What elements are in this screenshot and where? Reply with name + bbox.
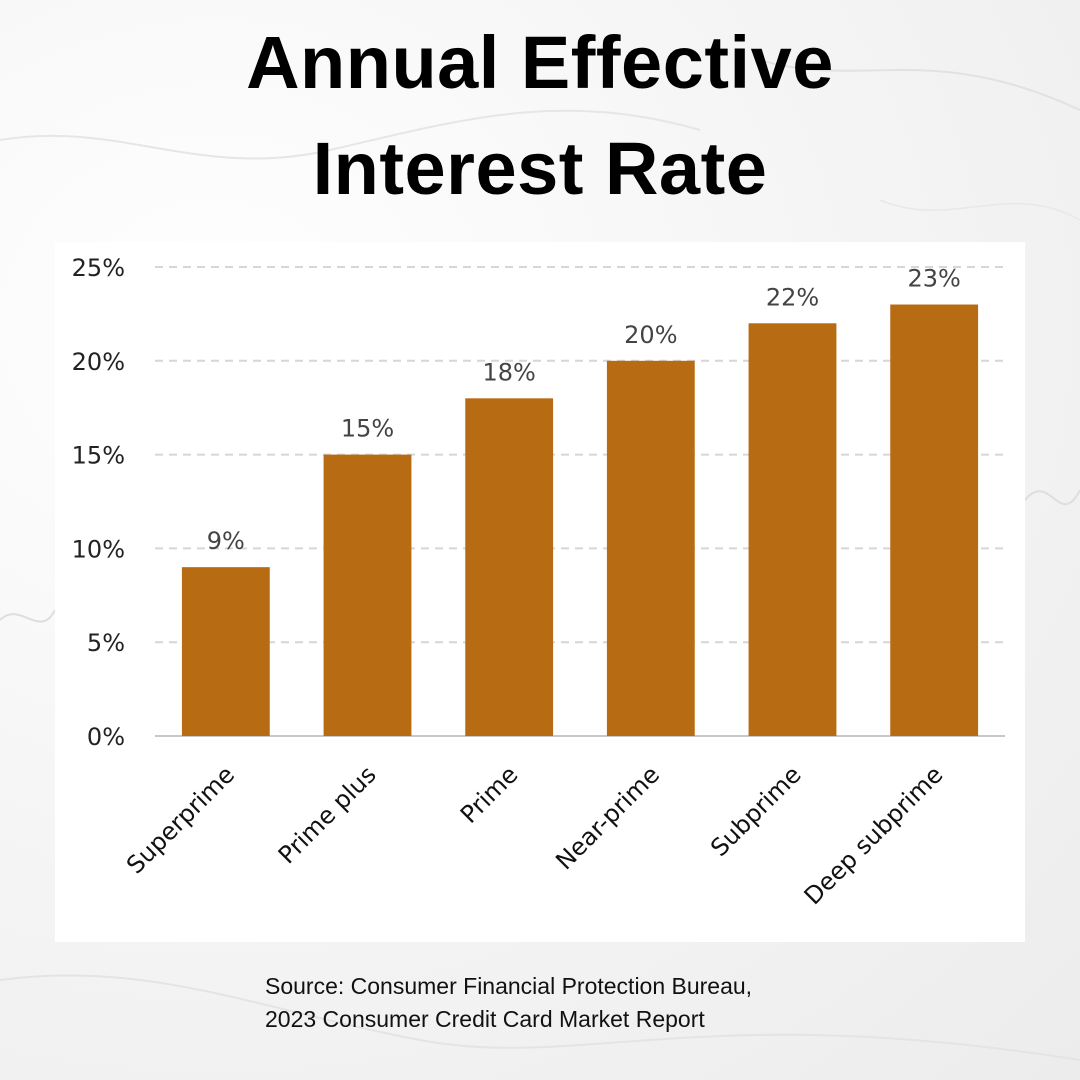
y-tick-label: 15% bbox=[72, 442, 125, 470]
bar bbox=[748, 323, 837, 736]
title-line-2: Interest Rate bbox=[312, 127, 768, 210]
bar bbox=[323, 454, 412, 736]
category-label: Subprime bbox=[705, 760, 807, 862]
y-tick-label: 20% bbox=[72, 348, 125, 376]
chart-panel: 0% 5% 10% 15% 20% 25% 9% Superprime 15% Prime plu… bbox=[55, 242, 1025, 942]
source-line-1: Source: Consumer Financial Protection Bu… bbox=[265, 973, 753, 999]
bar bbox=[181, 567, 270, 736]
category-label: Prime bbox=[455, 760, 523, 828]
y-tick-label: 25% bbox=[72, 254, 125, 282]
data-label: 20% bbox=[624, 321, 677, 349]
data-label: 9% bbox=[207, 527, 245, 555]
bar bbox=[606, 360, 695, 736]
category-label: Prime plus bbox=[273, 760, 382, 869]
bar bbox=[890, 304, 979, 736]
data-label: 22% bbox=[766, 283, 819, 311]
data-label: 18% bbox=[482, 358, 535, 386]
category-label: Superprime bbox=[121, 760, 240, 879]
title-line-1: Annual Effective bbox=[246, 21, 834, 104]
data-label: 23% bbox=[907, 265, 960, 293]
category-label: Deep subprime bbox=[799, 760, 949, 910]
category-label: Near-prime bbox=[550, 760, 665, 875]
page-title: Annual Effective Interest Rate bbox=[0, 10, 1080, 222]
source-note: Source: Consumer Financial Protection Bu… bbox=[265, 970, 1025, 1036]
y-tick-label: 0% bbox=[87, 723, 125, 751]
source-line-2: 2023 Consumer Credit Card Market Report bbox=[265, 1006, 705, 1032]
y-tick-label: 5% bbox=[87, 629, 125, 657]
data-label: 15% bbox=[341, 415, 394, 443]
bar-chart: 0% 5% 10% 15% 20% 25% 9% Superprime 15% Prime plu… bbox=[72, 254, 1005, 910]
y-tick-label: 10% bbox=[72, 535, 125, 563]
bar bbox=[465, 398, 554, 736]
